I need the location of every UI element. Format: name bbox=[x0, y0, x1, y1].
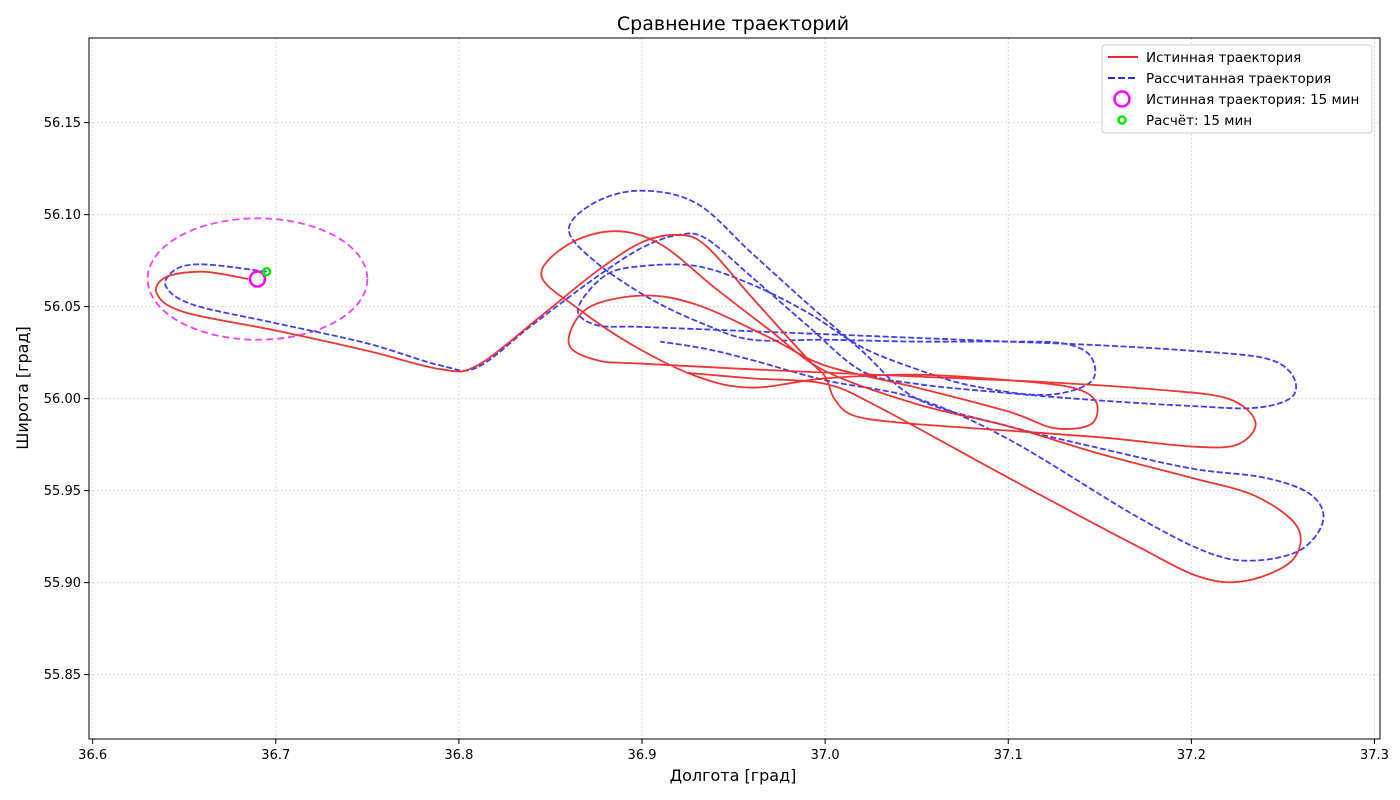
x-tick-label: 36.8 bbox=[444, 748, 473, 763]
x-tick-label: 36.9 bbox=[628, 748, 657, 763]
series-line-true-trajectory bbox=[154, 230, 1302, 584]
legend-swatch-true-15min bbox=[1113, 90, 1131, 108]
x-tick-label: 37.2 bbox=[1177, 748, 1206, 763]
series-line-estimated-trajectory bbox=[164, 189, 1325, 562]
x-tick-label: 36.6 bbox=[78, 748, 107, 763]
axes-frame bbox=[88, 37, 1381, 740]
legend-label-true-trajectory: Истинная траектория bbox=[1146, 50, 1301, 66]
y-axis: 55.85 55.90 55.95 56.00 56.05 56.10 56.15 bbox=[44, 116, 89, 683]
x-tick-label: 37.0 bbox=[811, 748, 840, 763]
grid bbox=[89, 38, 1380, 739]
x-tick-label: 37.1 bbox=[994, 748, 1023, 763]
legend-label-estimated-trajectory: Рассчитанная траектория bbox=[1146, 71, 1331, 87]
legend-label-estimated-15min: Расчёт: 15 мин bbox=[1146, 113, 1252, 129]
legend-label-true-15min: Истинная траектория: 15 мин bbox=[1146, 92, 1359, 108]
y-tick-label: 56.10 bbox=[44, 208, 81, 223]
y-tick-label: 56.15 bbox=[44, 116, 81, 131]
y-tick-label: 56.00 bbox=[44, 392, 81, 407]
x-tick-label: 37.3 bbox=[1360, 748, 1389, 763]
marker-true-15min bbox=[248, 270, 267, 288]
x-tick-label: 36.7 bbox=[261, 748, 290, 763]
y-tick-label: 55.90 bbox=[44, 576, 81, 591]
marker-estimated-15min bbox=[261, 266, 272, 277]
legend-swatch-estimated-15min bbox=[1117, 115, 1127, 125]
y-axis-label: Широта [град] bbox=[13, 326, 32, 450]
x-axis-label: Долгота [град] bbox=[670, 766, 797, 785]
x-axis: 36.6 36.7 36.8 36.9 37.0 37.1 37.2 37.3 bbox=[78, 739, 1389, 763]
y-tick-label: 55.95 bbox=[44, 484, 81, 499]
uncertainty-ellipse bbox=[146, 217, 369, 341]
y-tick-label: 55.85 bbox=[44, 668, 81, 683]
legend-box bbox=[1101, 44, 1373, 134]
y-tick-label: 56.05 bbox=[44, 300, 81, 315]
chart-title: Сравнение траекторий bbox=[617, 13, 849, 35]
plot-area bbox=[146, 189, 1325, 584]
legend: Истинная траектория Рассчитанная траекто… bbox=[1101, 44, 1373, 134]
